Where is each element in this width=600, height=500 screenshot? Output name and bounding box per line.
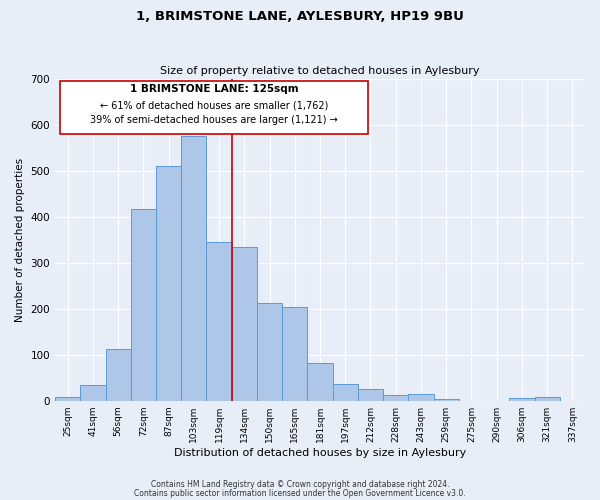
- Bar: [106, 349, 131, 401]
- Bar: [535, 398, 560, 400]
- Bar: [509, 398, 535, 400]
- Bar: [332, 384, 358, 400]
- Bar: [181, 136, 206, 400]
- Bar: [232, 247, 257, 400]
- X-axis label: Distribution of detached houses by size in Aylesbury: Distribution of detached houses by size …: [174, 448, 466, 458]
- Bar: [55, 397, 80, 400]
- Bar: [80, 384, 106, 400]
- Text: 1, BRIMSTONE LANE, AYLESBURY, HP19 9BU: 1, BRIMSTONE LANE, AYLESBURY, HP19 9BU: [136, 10, 464, 23]
- Text: Contains public sector information licensed under the Open Government Licence v3: Contains public sector information licen…: [134, 488, 466, 498]
- Bar: [131, 208, 156, 400]
- Text: ← 61% of detached houses are smaller (1,762): ← 61% of detached houses are smaller (1,…: [100, 100, 328, 110]
- Bar: [206, 242, 232, 400]
- Text: 1 BRIMSTONE LANE: 125sqm: 1 BRIMSTONE LANE: 125sqm: [130, 84, 298, 94]
- Bar: [383, 394, 409, 400]
- Title: Size of property relative to detached houses in Aylesbury: Size of property relative to detached ho…: [160, 66, 480, 76]
- Text: 39% of semi-detached houses are larger (1,121) →: 39% of semi-detached houses are larger (…: [90, 116, 338, 126]
- Bar: [257, 304, 282, 400]
- Y-axis label: Number of detached properties: Number of detached properties: [15, 158, 25, 322]
- Bar: [156, 166, 181, 400]
- Bar: [358, 389, 383, 400]
- Bar: [307, 362, 332, 401]
- Text: Contains HM Land Registry data © Crown copyright and database right 2024.: Contains HM Land Registry data © Crown c…: [151, 480, 449, 489]
- Bar: [409, 394, 434, 400]
- Bar: [282, 306, 307, 400]
- FancyBboxPatch shape: [61, 80, 368, 134]
